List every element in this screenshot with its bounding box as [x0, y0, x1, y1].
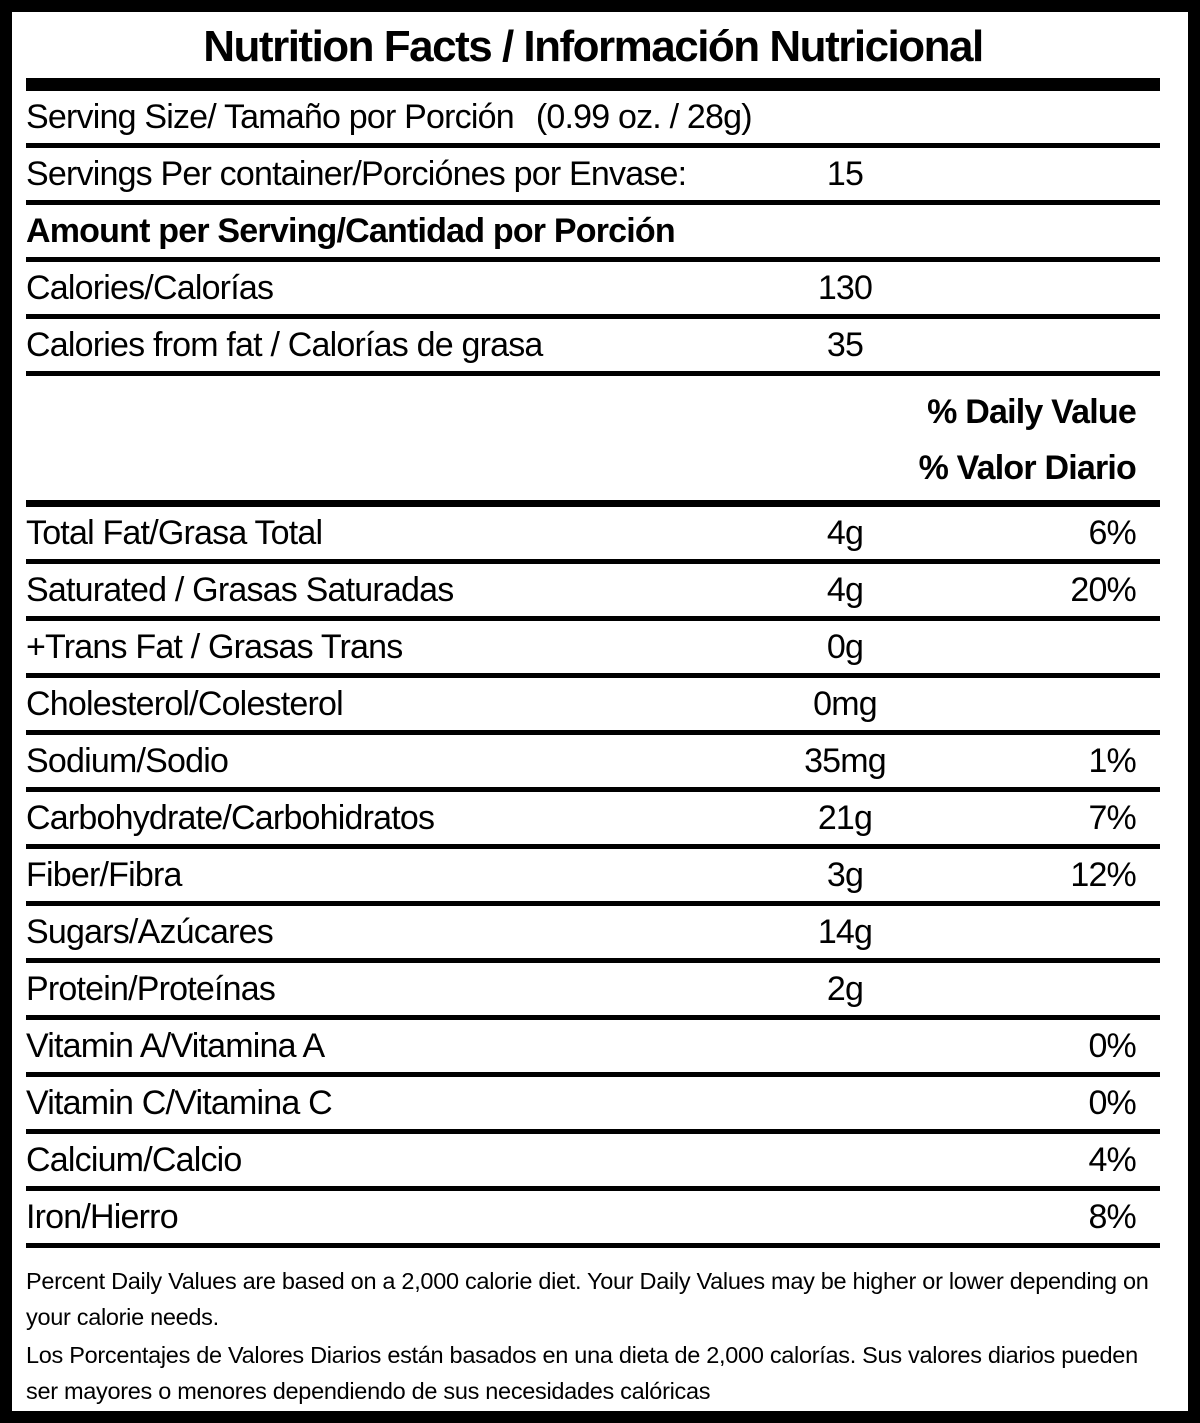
nutrient-percent: 12% — [1070, 855, 1136, 894]
nutrient-row: Cholesterol/Colesterol 0mg — [26, 678, 1160, 735]
nutrient-percent: 0% — [1088, 1083, 1136, 1122]
nutrient-row: Sugars/Azúcares 14g — [26, 906, 1160, 963]
nutrient-row: Iron/Hierro 8% — [26, 1191, 1160, 1248]
nutrient-amount: 2g — [826, 969, 864, 1008]
daily-value-header-en: % Daily Value — [927, 393, 1137, 431]
nutrient-row: +Trans Fat / Grasas Trans 0g — [26, 621, 1160, 678]
nutrient-row: Sodium/Sodio 35mg 1% — [26, 735, 1160, 792]
nutrient-label: Calories from fat / Calorías de grasa — [26, 325, 543, 364]
nutrient-label: Protein/Proteínas — [26, 969, 276, 1008]
nutrient-label: Vitamin A/Vitamina A — [26, 1026, 325, 1065]
nutrient-amount: 35 — [826, 325, 864, 364]
nutrient-row: Carbohydrate/Carbohidratos 21g 7% — [26, 792, 1160, 849]
nutrient-row: Total Fat/Grasa Total 4g 6% — [26, 507, 1160, 564]
nutrient-amount: 35mg — [804, 741, 887, 780]
servings-per-container-label: Servings Per container/Porciónes por Env… — [26, 154, 687, 193]
footnote-english: Percent Daily Values are based on a 2,00… — [26, 1268, 1149, 1330]
footnote: Percent Daily Values are based on a 2,00… — [26, 1248, 1160, 1409]
calorie-rows: Calories/Calorías 130 Calories from fat … — [26, 262, 1160, 376]
label-title: Nutrition Facts / Información Nutriciona… — [203, 22, 984, 71]
daily-value-header: % Daily Value % Valor Diario — [26, 376, 1160, 507]
nutrient-label: Sugars/Azúcares — [26, 912, 274, 951]
nutrient-percent: 7% — [1088, 798, 1136, 837]
nutrient-label: Sodium/Sodio — [26, 741, 229, 780]
nutrient-amount: 0g — [826, 627, 864, 666]
nutrient-label: Iron/Hierro — [26, 1197, 179, 1236]
nutrient-row: Calories from fat / Calorías de grasa 35 — [26, 319, 1160, 376]
nutrient-rows: Total Fat/Grasa Total 4g 6% Saturated / … — [26, 507, 1160, 1248]
nutrient-amount: 21g — [817, 798, 873, 837]
nutrient-label: Calcium/Calcio — [26, 1140, 242, 1179]
nutrient-row: Protein/Proteínas 2g — [26, 963, 1160, 1020]
nutrient-amount: 130 — [817, 268, 873, 307]
nutrient-amount: 4g — [826, 513, 864, 552]
nutrient-amount: 0mg — [813, 684, 878, 723]
nutrient-percent: 4% — [1088, 1140, 1136, 1179]
daily-value-header-es: % Valor Diario — [918, 449, 1137, 487]
footnote-spanish: Los Porcentajes de Valores Diarios están… — [26, 1342, 1138, 1404]
nutrient-row: Saturated / Grasas Saturadas 4g 20% — [26, 564, 1160, 621]
title-divider-bar — [26, 78, 1160, 91]
nutrient-percent: 20% — [1070, 570, 1136, 609]
nutrient-label: Fiber/Fibra — [26, 855, 182, 894]
nutrient-label: Cholesterol/Colesterol — [26, 684, 344, 723]
serving-size-value: (0.99 oz. / 28g) — [535, 97, 753, 136]
nutrient-percent: 0% — [1088, 1026, 1136, 1065]
nutrient-amount: 4g — [826, 570, 864, 609]
nutrient-label: Vitamin C/Vitamina C — [26, 1083, 333, 1122]
nutrient-row: Vitamin A/Vitamina A 0% — [26, 1020, 1160, 1077]
amount-per-serving-header: Amount per Serving/Cantidad por Porción — [26, 205, 1160, 262]
nutrient-label: Calories/Calorías — [26, 268, 274, 307]
nutrient-amount: 3g — [826, 855, 864, 894]
nutrient-row: Vitamin C/Vitamina C 0% — [26, 1077, 1160, 1134]
nutrient-label: +Trans Fat / Grasas Trans — [26, 627, 403, 666]
nutrient-label: Total Fat/Grasa Total — [26, 513, 323, 552]
nutrient-label: Carbohydrate/Carbohidratos — [26, 798, 435, 837]
serving-size-row: Serving Size/ Tamaño por Porción (0.99 o… — [26, 91, 1160, 148]
nutrient-amount: 14g — [817, 912, 873, 951]
servings-per-container-row: Servings Per container/Porciónes por Env… — [26, 148, 1160, 205]
nutrient-percent: 1% — [1088, 741, 1136, 780]
nutrient-percent: 8% — [1088, 1197, 1136, 1236]
nutrient-label: Saturated / Grasas Saturadas — [26, 570, 454, 609]
nutrient-percent: 6% — [1088, 513, 1136, 552]
servings-per-container-value: 15 — [826, 154, 864, 193]
amount-per-serving-header-label: Amount per Serving/Cantidad por Porción — [26, 211, 676, 250]
nutrient-row: Calories/Calorías 130 — [26, 262, 1160, 319]
nutrient-row: Calcium/Calcio 4% — [26, 1134, 1160, 1191]
serving-size-label: Serving Size/ Tamaño por Porción — [26, 97, 515, 136]
nutrient-row: Fiber/Fibra 3g 12% — [26, 849, 1160, 906]
